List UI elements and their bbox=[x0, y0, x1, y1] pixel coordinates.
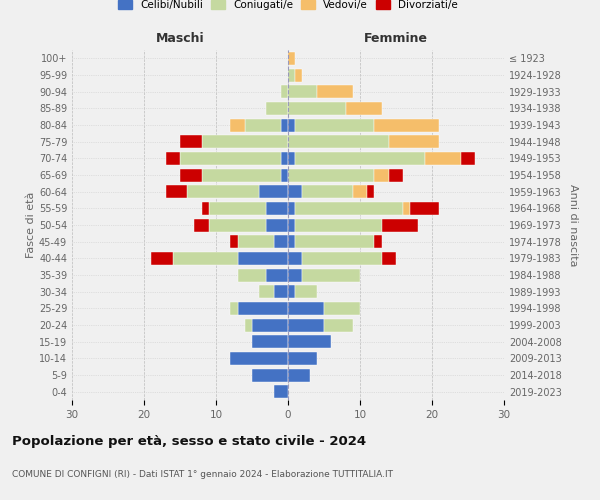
Bar bbox=[151, 252, 173, 265]
Bar bbox=[324, 318, 353, 332]
Bar bbox=[173, 252, 238, 265]
Bar bbox=[288, 135, 389, 148]
Bar bbox=[166, 185, 187, 198]
Bar bbox=[288, 118, 295, 132]
Y-axis label: Anni di nascita: Anni di nascita bbox=[568, 184, 578, 266]
Bar bbox=[180, 135, 202, 148]
Text: Maschi: Maschi bbox=[155, 32, 205, 45]
Bar bbox=[374, 168, 389, 181]
Bar bbox=[259, 185, 288, 198]
Bar bbox=[295, 118, 374, 132]
Bar bbox=[259, 285, 274, 298]
Bar bbox=[274, 285, 288, 298]
Bar bbox=[288, 318, 324, 332]
Bar bbox=[288, 168, 374, 181]
Bar bbox=[245, 318, 252, 332]
Bar bbox=[302, 185, 353, 198]
Bar bbox=[288, 152, 295, 165]
Bar bbox=[288, 52, 295, 65]
Text: COMUNE DI CONFIGNI (RI) - Dati ISTAT 1° gennaio 2024 - Elaborazione TUTTITALIA.I: COMUNE DI CONFIGNI (RI) - Dati ISTAT 1° … bbox=[12, 470, 393, 479]
Bar bbox=[202, 135, 288, 148]
Bar bbox=[302, 252, 382, 265]
Bar bbox=[230, 118, 245, 132]
Bar bbox=[317, 85, 353, 98]
Bar bbox=[346, 102, 382, 115]
Y-axis label: Fasce di età: Fasce di età bbox=[26, 192, 36, 258]
Bar bbox=[166, 152, 180, 165]
Bar bbox=[425, 152, 461, 165]
Bar bbox=[202, 202, 209, 215]
Bar bbox=[252, 318, 288, 332]
Bar bbox=[302, 268, 360, 281]
Bar bbox=[187, 185, 259, 198]
Bar bbox=[274, 385, 288, 398]
Bar bbox=[410, 202, 439, 215]
Bar bbox=[230, 302, 238, 315]
Bar bbox=[295, 152, 425, 165]
Bar bbox=[389, 135, 439, 148]
Bar bbox=[180, 152, 281, 165]
Bar bbox=[252, 368, 288, 382]
Bar bbox=[288, 335, 331, 348]
Bar bbox=[194, 218, 209, 232]
Bar bbox=[202, 168, 281, 181]
Bar bbox=[403, 202, 410, 215]
Bar bbox=[288, 85, 317, 98]
Bar bbox=[245, 118, 281, 132]
Bar bbox=[288, 218, 295, 232]
Bar bbox=[288, 102, 346, 115]
Bar bbox=[281, 85, 288, 98]
Bar bbox=[252, 335, 288, 348]
Bar bbox=[266, 102, 288, 115]
Bar bbox=[367, 185, 374, 198]
Bar bbox=[382, 218, 418, 232]
Bar bbox=[238, 302, 288, 315]
Legend: Celibi/Nubili, Coniugati/e, Vedovi/e, Divorziati/e: Celibi/Nubili, Coniugati/e, Vedovi/e, Di… bbox=[118, 0, 458, 10]
Bar bbox=[281, 168, 288, 181]
Bar bbox=[209, 202, 266, 215]
Bar bbox=[288, 252, 302, 265]
Text: Popolazione per età, sesso e stato civile - 2024: Popolazione per età, sesso e stato civil… bbox=[12, 435, 366, 448]
Bar bbox=[288, 235, 295, 248]
Bar bbox=[288, 285, 295, 298]
Bar bbox=[266, 218, 288, 232]
Bar bbox=[324, 302, 360, 315]
Bar bbox=[288, 68, 295, 82]
Bar bbox=[230, 235, 238, 248]
Bar bbox=[238, 235, 274, 248]
Bar bbox=[374, 118, 439, 132]
Bar bbox=[288, 302, 324, 315]
Bar bbox=[288, 202, 295, 215]
Bar bbox=[382, 252, 396, 265]
Bar bbox=[295, 235, 374, 248]
Bar bbox=[461, 152, 475, 165]
Bar bbox=[288, 185, 302, 198]
Bar bbox=[295, 202, 403, 215]
Bar bbox=[288, 368, 310, 382]
Bar bbox=[295, 218, 382, 232]
Bar bbox=[230, 352, 288, 365]
Bar bbox=[288, 268, 302, 281]
Bar bbox=[209, 218, 266, 232]
Bar bbox=[238, 252, 288, 265]
Bar bbox=[274, 235, 288, 248]
Bar bbox=[353, 185, 367, 198]
Bar bbox=[389, 168, 403, 181]
Bar bbox=[295, 285, 317, 298]
Bar bbox=[238, 268, 266, 281]
Bar bbox=[266, 268, 288, 281]
Bar bbox=[374, 235, 382, 248]
Bar bbox=[281, 152, 288, 165]
Bar bbox=[180, 168, 202, 181]
Bar bbox=[266, 202, 288, 215]
Bar bbox=[295, 68, 302, 82]
Bar bbox=[281, 118, 288, 132]
Bar bbox=[288, 352, 317, 365]
Text: Femmine: Femmine bbox=[364, 32, 428, 45]
